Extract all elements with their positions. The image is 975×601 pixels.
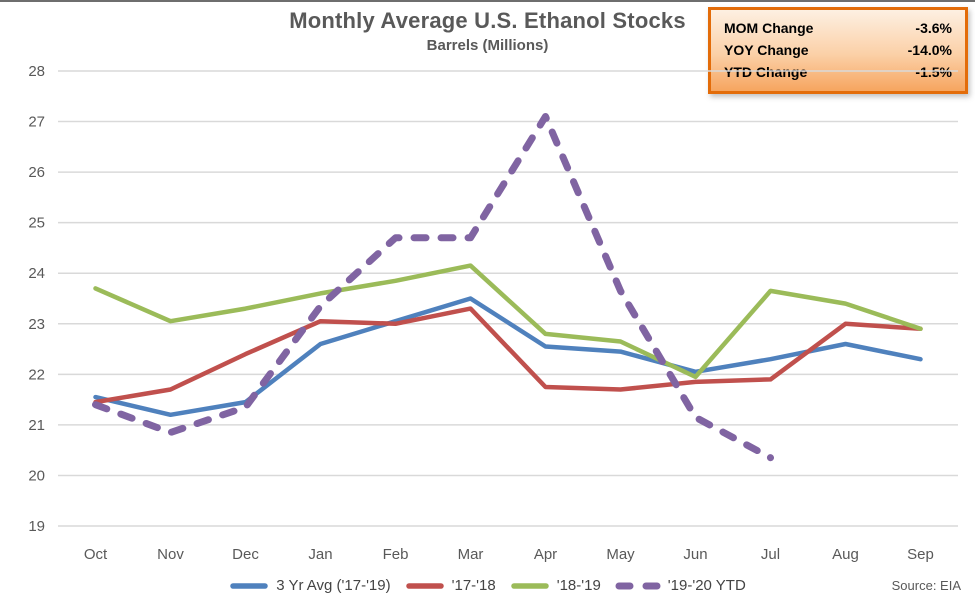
y-tick-label: 25 [28,215,45,232]
y-tick-label: 20 [28,467,45,484]
legend-label-0: 3 Yr Avg ('17-'19) [276,577,391,594]
x-tick-label: Jun [683,546,707,563]
legend-line-sample [615,582,661,589]
ytd-change-value: -1.5% [915,64,952,80]
legend-line-sample [510,582,549,589]
y-tick-label: 23 [28,316,45,333]
series-line-2 [93,263,923,380]
mom-change-value: -3.6% [915,20,952,36]
y-tick-label: 22 [28,366,45,383]
source-note: Source: EIA [891,578,961,593]
y-tick-label: 27 [28,114,45,131]
x-tick-label: May [606,546,635,563]
stats-row-ytd: YTD Change -1.5% [724,61,952,83]
yoy-change-label: YOY Change [724,42,809,58]
legend-item-0: 3 Yr Avg ('17-'19) [229,577,391,594]
ytd-change-label: YTD Change [724,64,808,80]
x-tick-label: Jan [308,546,332,563]
x-tick-label: Oct [84,546,108,563]
legend-item-3: '19-'20 YTD [615,577,746,594]
x-tick-label: Mar [458,546,484,563]
x-tick-label: Dec [232,546,259,563]
legend-item-1: '17-'18 [405,577,496,594]
legend-line-sample [405,582,444,589]
stats-row-mom: MOM Change -3.6% [724,17,952,39]
series-line-3 [92,113,774,462]
yoy-change-value: -14.0% [907,42,952,58]
legend-label-2: '18-'19 [556,577,601,594]
legend-line-sample [230,582,268,589]
y-tick-label: 19 [28,518,45,535]
series-line-0 [93,296,923,418]
legend-item-2: '18-'19 [510,577,601,594]
x-tick-label: Sep [907,546,934,563]
mom-change-label: MOM Change [724,20,814,36]
x-tick-label: Feb [383,546,409,563]
y-tick-label: 26 [28,164,45,181]
y-tick-label: 21 [28,417,45,434]
chart-legend: 3 Yr Avg ('17-'19) '17-'18 '18-'19 '19-'20 … [0,577,975,594]
x-tick-label: Nov [157,546,184,563]
change-stats-box: MOM Change -3.6% YOY Change -14.0% YTD C… [708,7,968,94]
x-tick-label: Jul [761,546,780,563]
legend-label-1: '17-'18 [451,577,496,594]
stats-row-yoy: YOY Change -14.0% [724,39,952,61]
x-tick-label: Aug [832,546,859,563]
series-line-1 [93,306,923,405]
x-tick-label: Apr [534,546,557,563]
y-tick-label: 24 [28,265,45,282]
y-tick-label: 28 [28,63,45,80]
legend-label-3: '19-'20 YTD [667,577,746,594]
